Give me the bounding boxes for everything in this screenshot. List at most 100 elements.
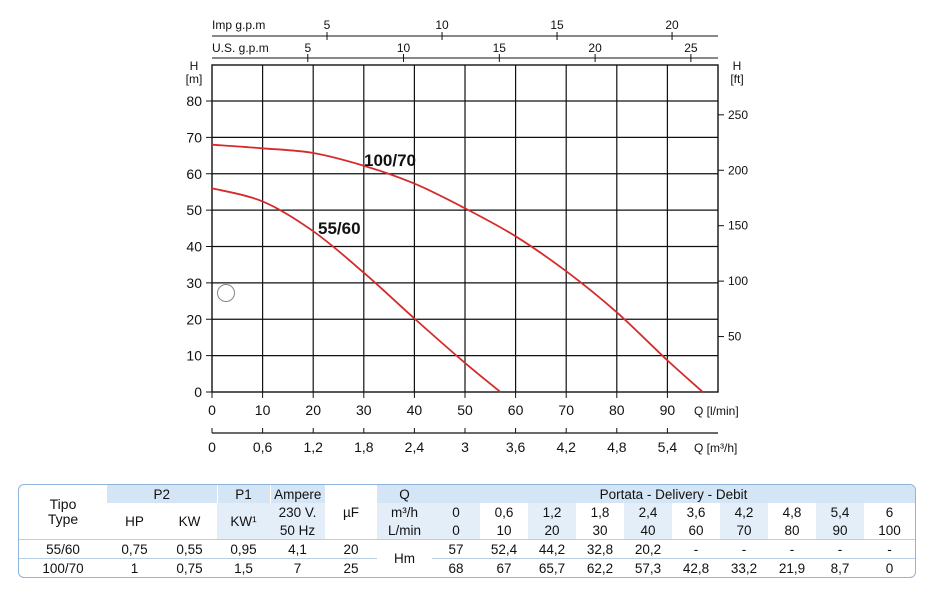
- x-tick-label: 80: [609, 402, 625, 418]
- top-us-tick-label: 5: [304, 41, 311, 55]
- q-lmin-cell: 40: [624, 521, 673, 540]
- head-cell: 42,8: [672, 558, 721, 577]
- head-cell: 62,2: [576, 558, 625, 577]
- head-cell: -: [816, 539, 865, 559]
- x2-tick-label: 1,2: [303, 439, 323, 455]
- x2-axis-label: Q [m³/h]: [694, 441, 737, 455]
- y-tick-label: 70: [186, 129, 202, 145]
- performance-chart: 01020304050607080H[m]50100150200250H[ft]…: [186, 18, 749, 455]
- head-cell: 44,2: [528, 539, 577, 559]
- x2-tick-label: 5,4: [658, 439, 678, 455]
- x-tick-label: 10: [255, 402, 271, 418]
- x-axis-label: Q [l/min]: [694, 404, 739, 418]
- head-cell: 57,3: [624, 558, 673, 577]
- series-line-55-60: [211, 187, 501, 393]
- x2-tick-label: 3,6: [506, 439, 526, 455]
- table-row: 100/70 1 0,75 1,5 7 25 68 67 65,7 62,2 5…: [19, 558, 915, 577]
- x-tick-label: 60: [508, 402, 524, 418]
- head-cell: 67: [480, 558, 529, 577]
- q-lmin-cell: 80: [784, 522, 800, 538]
- q-m3h-cell: 0: [432, 503, 481, 521]
- top-imp-tick-label: 15: [550, 18, 564, 32]
- type-cell: 100/70: [19, 558, 107, 577]
- series-line-100-70: [211, 143, 704, 393]
- head-cell: 52,4: [480, 539, 529, 559]
- x-tick-label: 30: [356, 402, 372, 418]
- uf-cell: 25: [325, 558, 378, 577]
- p2-header: P2: [107, 485, 218, 503]
- top-imp-tick-label: 10: [435, 18, 449, 32]
- q-m3h-cell: 1,2: [528, 503, 577, 521]
- y2-axis-unit-label: [ft]: [730, 72, 743, 86]
- m3h-header: m³/h: [377, 503, 433, 521]
- y-tick-label: 50: [186, 202, 202, 218]
- x2-tick-label: 3: [461, 439, 469, 455]
- series-label: 100/70: [364, 151, 416, 170]
- q-header: Q: [377, 485, 433, 503]
- top-imp-axis-label: Imp g.p.m: [212, 18, 265, 32]
- chart-labels: 01020304050607080H[m]50100150200250H[ft]…: [186, 18, 749, 455]
- hp-cell: 0,75: [107, 539, 162, 559]
- x2-tick-label: 0,6: [253, 439, 273, 455]
- table-row: 55/60 0,75 0,55 0,95 4,1 20 Hm 57 52,4 4…: [19, 539, 915, 577]
- q-lmin-cell: 70: [720, 521, 769, 540]
- q-lmin-cell: 90: [816, 521, 865, 540]
- q-lmin-cell: 10: [496, 522, 512, 538]
- y2-tick-label: 100: [728, 274, 748, 288]
- circle-marker-icon: [217, 284, 235, 302]
- hp-cell: 1: [107, 558, 162, 577]
- head-cell: 68: [432, 558, 481, 577]
- x2-tick-label: 0: [208, 439, 216, 455]
- head-cell: 32,8: [576, 539, 625, 559]
- head-cell: -: [864, 539, 915, 559]
- q-m3h-cell: 4,8: [782, 504, 802, 520]
- x-tick-label: 40: [407, 402, 423, 418]
- top-us-axis-label: U.S. g.p.m: [212, 41, 269, 55]
- y-tick-label: 30: [186, 275, 202, 291]
- top-us-tick-label: 20: [588, 41, 602, 55]
- performance-table: Tipo Type P2 P1 Ampere µF Q Portata - Del…: [18, 484, 916, 578]
- head-cell: 33,2: [720, 558, 769, 577]
- chart-series: [211, 143, 704, 393]
- head-cell: 20,2: [624, 539, 673, 559]
- series-label: 55/60: [318, 219, 361, 238]
- top-us-tick-label: 25: [684, 41, 698, 55]
- y-tick-label: 80: [186, 93, 202, 109]
- head-cell: -: [720, 539, 769, 559]
- y2-axis-h-label: H: [733, 59, 742, 73]
- q-lmin-cell: 20: [528, 521, 577, 540]
- frequency-header: 50 Hz: [270, 521, 326, 540]
- q-lmin-cell: 0: [432, 521, 481, 540]
- q-m3h-cell: 3,6: [686, 504, 706, 520]
- ampere-cell: 7: [270, 558, 326, 577]
- kw1-header: KW¹: [217, 503, 271, 540]
- head-cell: 21,9: [768, 558, 817, 577]
- y-axis-h-label: H: [190, 59, 199, 73]
- y2-tick-label: 250: [728, 108, 748, 122]
- top-us-tick-label: 10: [397, 41, 411, 55]
- kw1-cell: 0,95: [217, 539, 271, 559]
- tipo-type-header: Tipo Type: [47, 496, 79, 527]
- uf-cell: 20: [325, 539, 378, 559]
- head-cell: 8,7: [816, 558, 865, 577]
- type-cell: 55/60: [19, 539, 107, 559]
- head-cell: 65,7: [528, 558, 577, 577]
- chart-grid: [212, 65, 718, 392]
- x-tick-label: 70: [558, 402, 574, 418]
- chart-axes: [206, 32, 724, 434]
- q-lmin-cell: 60: [688, 522, 704, 538]
- head-cell: -: [672, 539, 721, 559]
- x2-tick-label: 4,2: [556, 439, 576, 455]
- x-tick-label: 90: [660, 402, 676, 418]
- x2-tick-label: 2,4: [405, 439, 425, 455]
- x-tick-label: 50: [457, 402, 473, 418]
- y-tick-label: 60: [186, 166, 202, 182]
- y-axis-unit-label: [m]: [186, 72, 203, 86]
- kw-cell: 0,75: [162, 558, 218, 577]
- head-cell: -: [768, 539, 817, 559]
- lmin-header: L/min: [377, 521, 433, 540]
- q-m3h-cell: 5,4: [816, 503, 865, 521]
- x-tick-label: 0: [208, 402, 216, 418]
- q-lmin-cell: 100: [878, 522, 901, 538]
- top-us-tick-label: 15: [493, 41, 507, 55]
